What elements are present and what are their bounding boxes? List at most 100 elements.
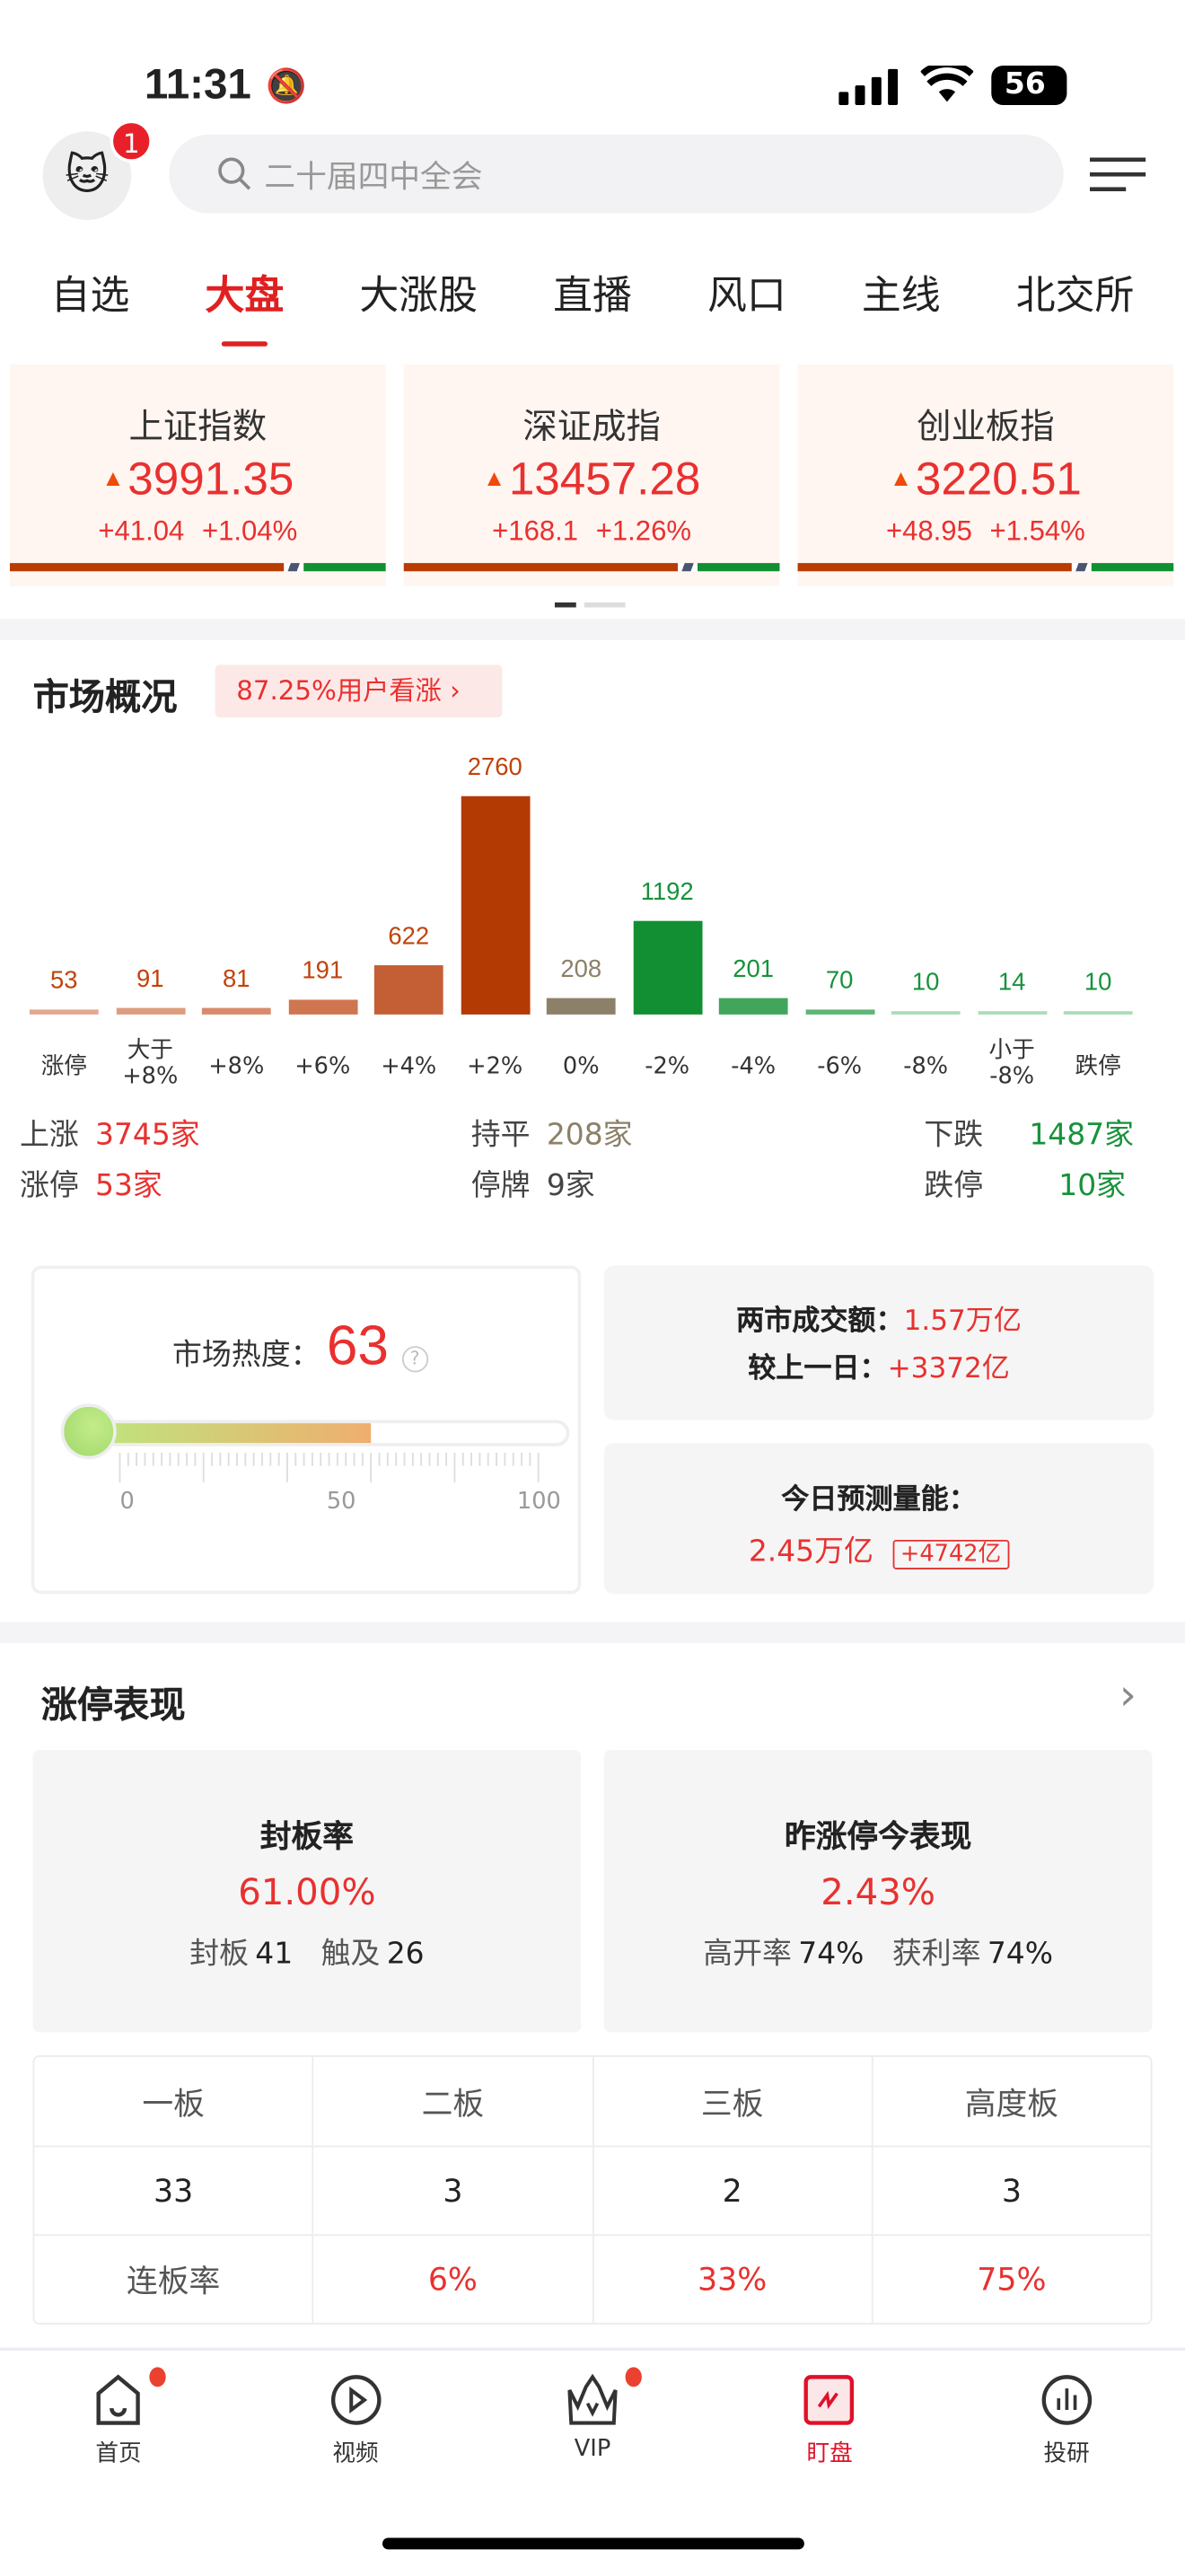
bar-value-label: 2760 xyxy=(467,753,522,782)
index-name: 创业板指 xyxy=(917,407,1055,447)
stat-label: 下跌 xyxy=(924,1118,984,1153)
index-value: 3220.51 xyxy=(915,453,1082,505)
bar-value-label: 622 xyxy=(388,922,430,951)
nav-research[interactable]: 投研 xyxy=(948,2351,1185,2511)
category-label: 涨停 xyxy=(40,1053,87,1081)
menu-icon[interactable] xyxy=(1089,157,1149,194)
bar xyxy=(287,999,357,1015)
tab-trend[interactable]: 风口 xyxy=(707,272,786,319)
stat-value: 208家 xyxy=(546,1118,633,1153)
tab-live[interactable]: 直播 xyxy=(553,272,632,319)
table-header: 二板 xyxy=(312,2056,592,2146)
tab-mainline[interactable]: 主线 xyxy=(861,272,941,319)
turnover-row: 两市成交额：1.57万亿 xyxy=(604,1298,1154,1346)
index-change: +168.1 xyxy=(492,515,579,547)
breadth-bar xyxy=(403,563,780,572)
nav-video[interactable]: 视频 xyxy=(237,2351,474,2511)
profit-label: 获利率 xyxy=(891,1937,981,1972)
index-card[interactable]: 创业板指 ▲ 3220.51 +48.95 +1.54% xyxy=(797,364,1174,586)
forecast-delta: +4742亿 xyxy=(891,1539,1010,1569)
category-label: 小于 -8% xyxy=(988,1037,1035,1090)
sentiment-badge[interactable]: 87.25%用户看涨 › xyxy=(215,664,503,717)
divider xyxy=(0,1622,1185,1644)
market-tabs: 自选 大盘 大涨股 直播 风口 主线 北交所 xyxy=(0,259,1185,347)
index-value-row: ▲ 3220.51 xyxy=(798,453,1174,506)
help-icon[interactable]: ? xyxy=(401,1346,428,1373)
stat-label: 持平 xyxy=(470,1118,531,1153)
breadth-down xyxy=(303,563,386,572)
wifi-icon xyxy=(920,66,974,102)
bar-value-label: 53 xyxy=(50,967,78,996)
search-placeholder: 二十届四中全会 xyxy=(264,158,483,195)
open-label: 高开率 xyxy=(703,1937,792,1972)
forecast-label: 今日预测量能： xyxy=(781,1483,977,1517)
section-title-overview: 市场概况 xyxy=(32,678,178,719)
bar-value-label: 201 xyxy=(733,955,775,984)
seal-rate-card: 封板率 61.00% 封板 41 触及 26 xyxy=(32,1749,582,2033)
bar xyxy=(460,796,530,1015)
index-name: 上证指数 xyxy=(128,407,268,447)
sealed-label: 封板 xyxy=(189,1937,249,1972)
seal-details: 封板 41 触及 26 xyxy=(33,1930,582,1974)
table-cell: 3 xyxy=(871,2147,1150,2235)
bar-value-label: 191 xyxy=(302,956,344,985)
compare-label: 较上一日： xyxy=(748,1352,888,1386)
nav-watch[interactable]: 盯盘 xyxy=(711,2351,948,2511)
bar xyxy=(373,965,443,1015)
table-header: 高度板 xyxy=(871,2056,1150,2146)
chart-screen-icon xyxy=(804,2375,855,2425)
home-indicator[interactable] xyxy=(382,2537,804,2550)
open-value: 74% xyxy=(798,1937,865,1972)
nav-vip[interactable]: VIP xyxy=(474,2351,711,2511)
battery-level: 56 xyxy=(1004,66,1046,102)
table-header: 三板 xyxy=(592,2056,871,2146)
index-value-row: ▲ 13457.28 xyxy=(404,453,780,506)
tick-label: 100 xyxy=(516,1489,561,1516)
breadth-flat xyxy=(678,563,698,572)
category-label: 大于 +8% xyxy=(122,1037,179,1090)
seal-title: 封板率 xyxy=(259,1818,354,1855)
category-label: +2% xyxy=(467,1053,523,1081)
index-change-row: +48.95 +1.54% xyxy=(798,515,1174,549)
turnover-card: 两市成交额：1.57万亿 较上一日：+3372亿 xyxy=(603,1265,1154,1420)
stat-limit-down: 跌停 10家 xyxy=(924,1162,1126,1205)
table-row: 33 3 2 3 xyxy=(34,2145,1151,2235)
yesterday-value: 2.43% xyxy=(821,1873,936,1914)
tick-label: 0 xyxy=(119,1489,135,1516)
index-change: +41.04 xyxy=(98,515,185,547)
profit-value: 74% xyxy=(987,1937,1054,1972)
bar xyxy=(632,919,702,1015)
mute-bell-icon: 🔕 xyxy=(266,66,307,106)
yesterday-title: 昨涨停今表现 xyxy=(784,1818,972,1855)
status-time: 11:31 xyxy=(144,58,251,109)
yesterday-details: 高开率 74% 获利率 74% xyxy=(604,1930,1153,1974)
stat-value: 1487家 xyxy=(1029,1118,1135,1153)
stat-down: 下跌 1487家 xyxy=(924,1112,1134,1155)
breadth-up xyxy=(9,563,285,572)
category-label: 0% xyxy=(562,1053,600,1081)
chevron-right-icon[interactable]: › xyxy=(1119,1671,1137,1721)
index-card[interactable]: 深证成指 ▲ 13457.28 +168.1 +1.26% xyxy=(403,364,780,586)
bar xyxy=(546,998,616,1015)
compare-value: +3372亿 xyxy=(887,1352,1010,1386)
category-label: -8% xyxy=(903,1053,949,1081)
table-cell: 33% xyxy=(592,2236,871,2324)
search-input[interactable]: 二十届四中全会 xyxy=(169,134,1064,214)
turnover-label: 两市成交额： xyxy=(736,1305,904,1339)
stat-label: 涨停 xyxy=(19,1168,79,1204)
tab-bse[interactable]: 北交所 xyxy=(1015,272,1135,319)
bar-value-label: 14 xyxy=(997,968,1026,997)
section-title-limit-up: 涨停表现 xyxy=(40,1685,186,1728)
tab-watchlist[interactable]: 自选 xyxy=(50,272,130,319)
tab-top-gainers[interactable]: 大涨股 xyxy=(359,272,478,319)
nav-home[interactable]: 首页 xyxy=(0,2351,237,2511)
consecutive-board-table: 一板 二板 三板 高度板 33 3 2 3 连板率 6% 33% 75% xyxy=(32,2055,1153,2325)
heat-gauge-ticks xyxy=(118,1453,540,1482)
bar xyxy=(804,1008,874,1015)
play-icon xyxy=(330,2375,381,2425)
bar-value-label: 70 xyxy=(825,966,854,995)
tab-market[interactable]: 大盘 xyxy=(198,259,290,347)
nav-label: VIP xyxy=(574,2436,611,2463)
notification-dot xyxy=(149,2367,166,2387)
index-card[interactable]: 上证指数 ▲ 3991.35 +41.04 +1.04% xyxy=(9,364,386,586)
